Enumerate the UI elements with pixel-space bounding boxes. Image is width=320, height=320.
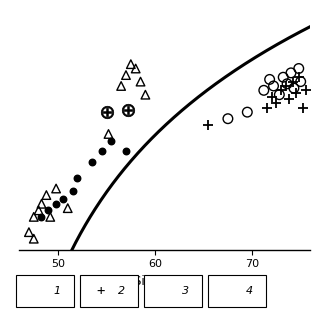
Point [245, 109, 250, 115]
Point [290, 79, 295, 84]
Point [269, 94, 274, 100]
Point [38, 214, 43, 220]
Text: 3: 3 [182, 286, 189, 296]
Text: 1: 1 [54, 286, 61, 296]
Point [90, 160, 95, 165]
Point [281, 75, 286, 80]
Point [225, 116, 230, 121]
Point [53, 201, 59, 206]
Point [300, 105, 305, 110]
Point [264, 105, 269, 110]
Point [271, 84, 276, 89]
Point [143, 92, 148, 97]
Point [138, 79, 143, 84]
Point [291, 85, 296, 91]
Point [26, 229, 31, 235]
Point [277, 92, 282, 97]
Text: +: + [96, 284, 104, 298]
Point [261, 88, 266, 93]
Point [274, 101, 279, 106]
Point [296, 75, 301, 80]
Point [119, 84, 124, 89]
Point [65, 205, 70, 211]
Point [36, 208, 41, 213]
Point [39, 201, 44, 206]
Point [53, 186, 59, 191]
Point [206, 123, 211, 128]
Point [162, 289, 167, 294]
Point [46, 208, 51, 213]
Point [70, 188, 75, 193]
Point [124, 73, 129, 78]
Point [133, 66, 138, 71]
Point [296, 66, 301, 71]
Point [44, 193, 49, 198]
Point [128, 61, 133, 67]
Point [298, 79, 303, 84]
Text: 2: 2 [118, 286, 125, 296]
Point [284, 81, 290, 86]
Point [284, 84, 289, 89]
Point [124, 149, 129, 154]
Point [99, 149, 104, 154]
Point [279, 88, 284, 93]
Point [293, 90, 299, 95]
Point [106, 132, 111, 137]
Point [226, 289, 231, 294]
Text: 4: 4 [246, 286, 253, 296]
Point [286, 97, 292, 102]
Point [303, 88, 308, 93]
X-axis label: SiO₂, wt.%: SiO₂, wt.% [134, 275, 196, 288]
Point [34, 289, 39, 294]
Point [109, 138, 114, 143]
Point [31, 214, 36, 220]
Point [48, 214, 53, 220]
Point [288, 70, 293, 76]
Point [267, 77, 272, 82]
Point [75, 175, 80, 180]
Point [60, 197, 66, 202]
Point [31, 236, 36, 241]
